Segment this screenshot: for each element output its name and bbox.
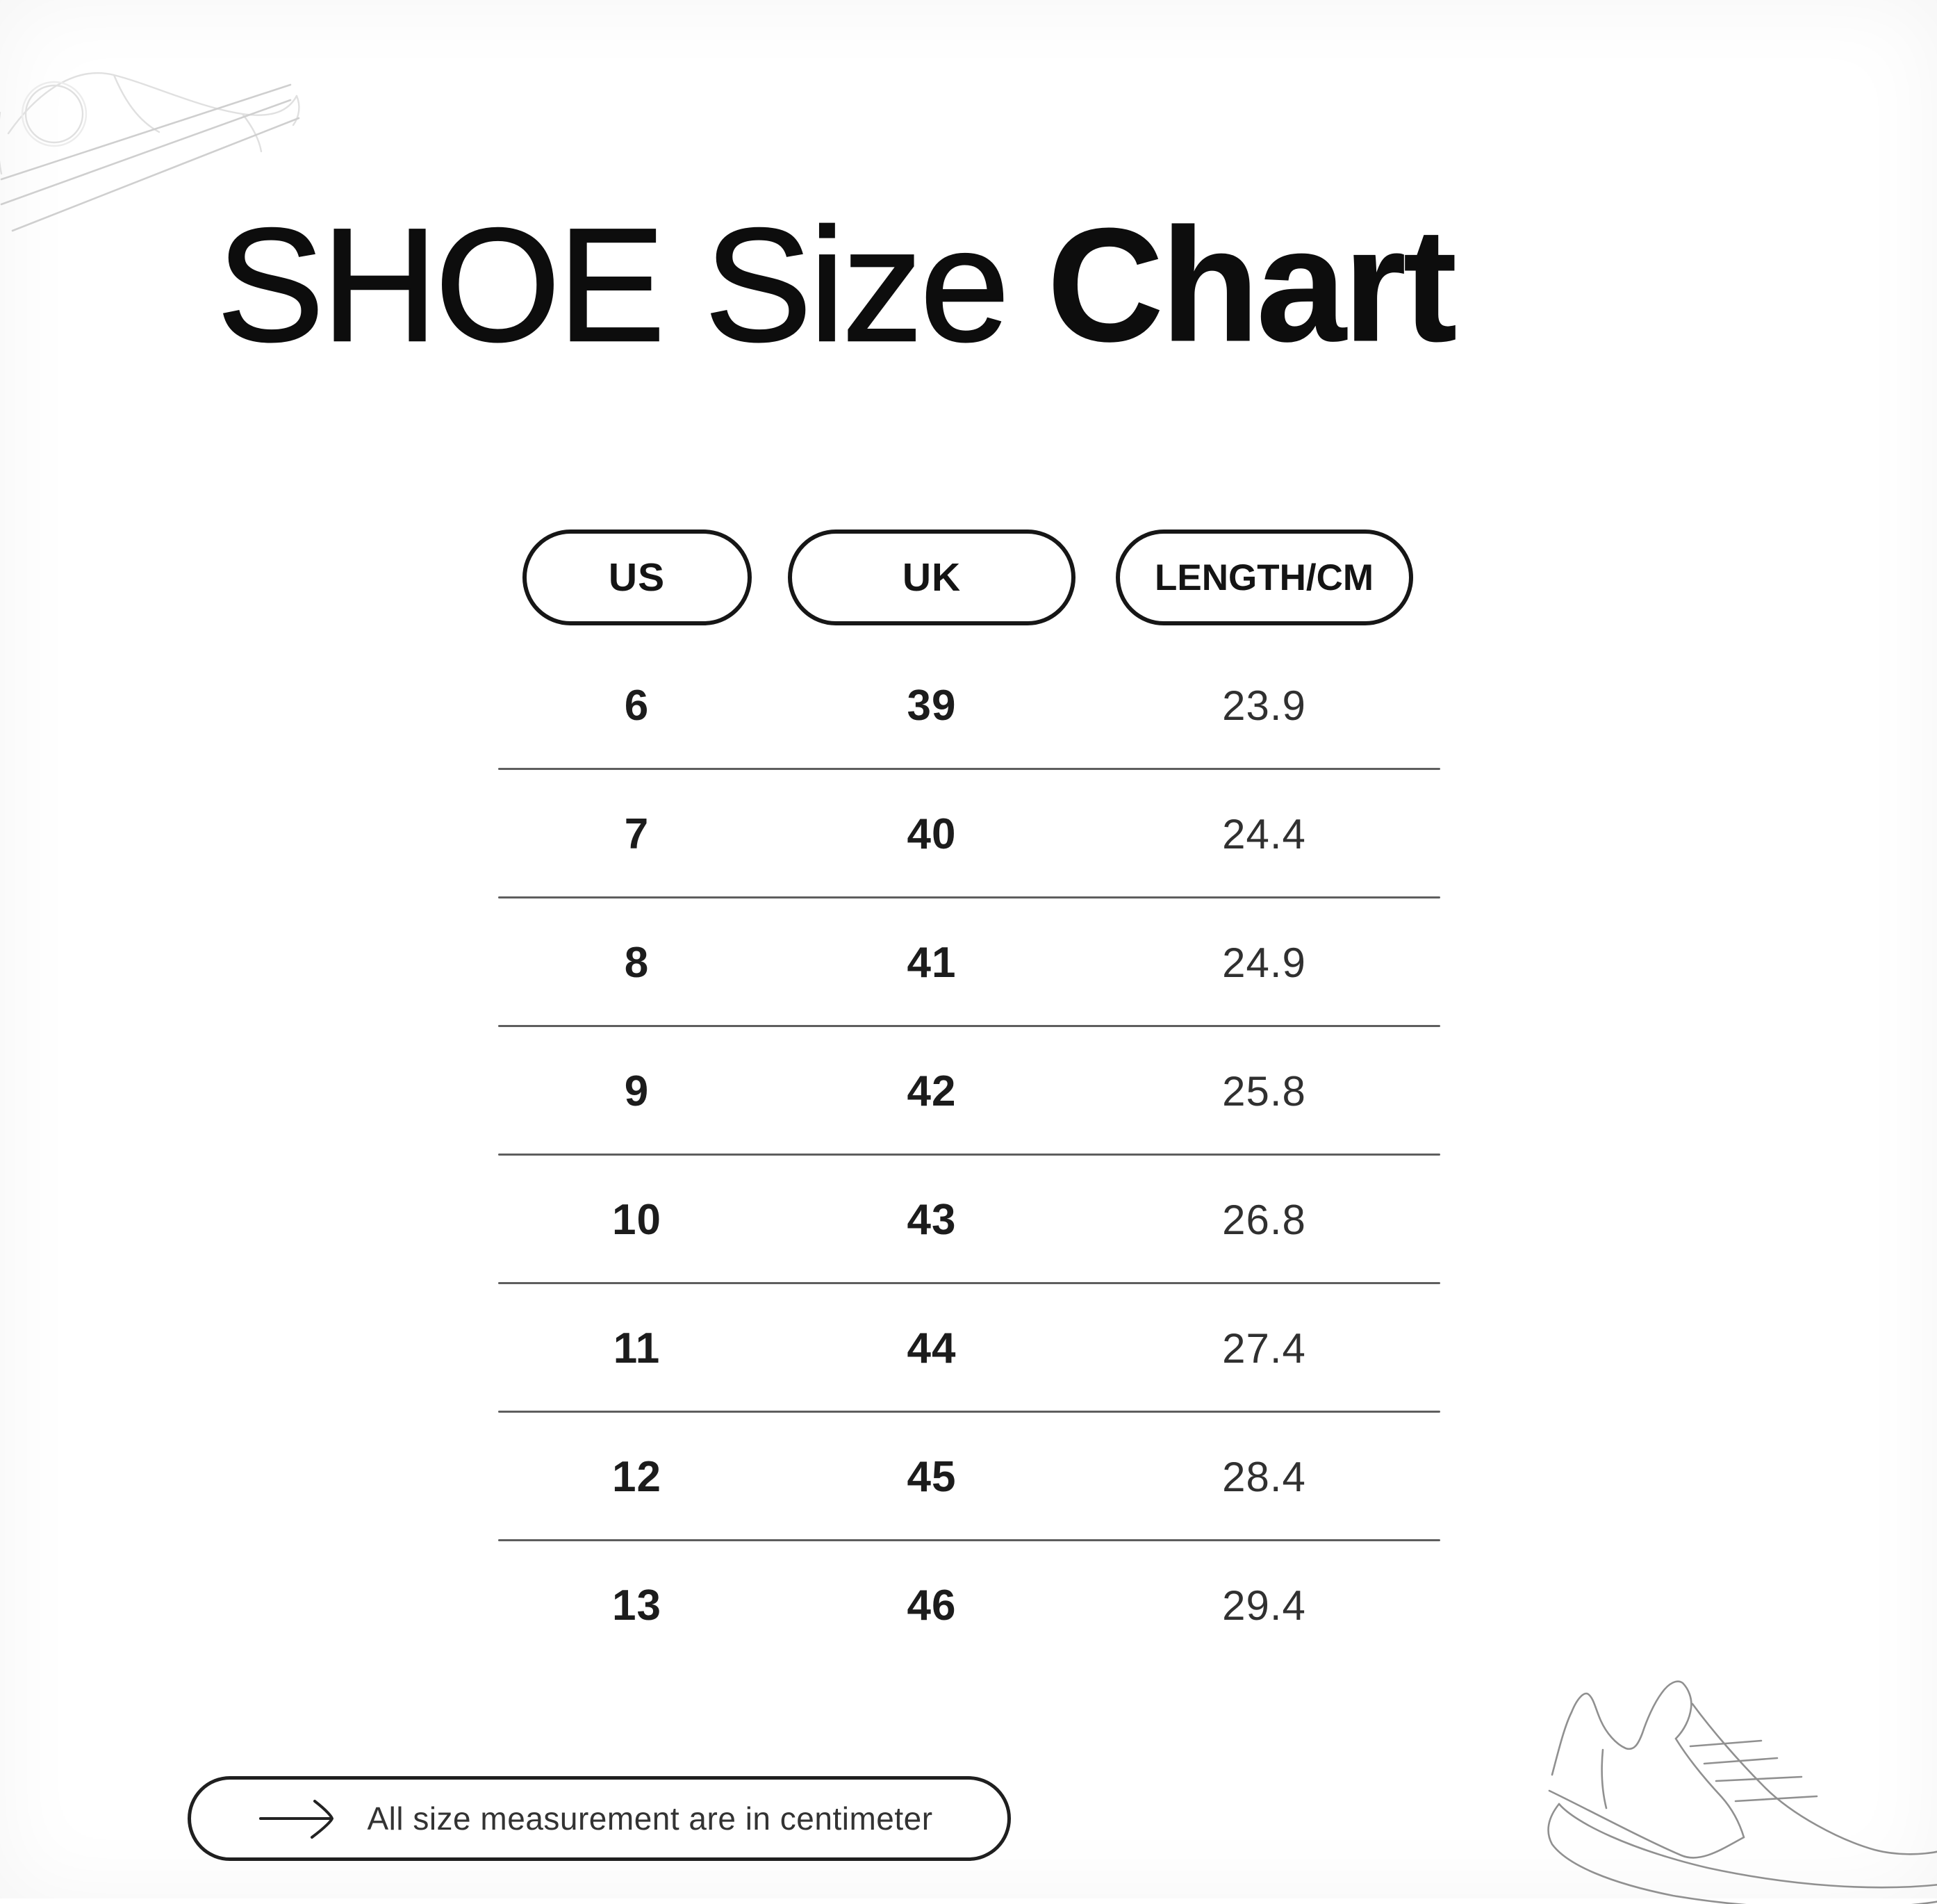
us-size-cell: 10 <box>612 1196 661 1244</box>
uk-size-cell: 39 <box>907 682 957 730</box>
uk-size-cell: 42 <box>907 1067 957 1115</box>
right-arrow-icon <box>259 1800 334 1839</box>
uk-size-cell: 44 <box>907 1324 957 1372</box>
us-size-cell: 8 <box>624 939 650 987</box>
us-size-cell: 13 <box>612 1582 661 1630</box>
table-row: 11 44 27.4 <box>498 1284 1440 1413</box>
table-row: 12 45 28.4 <box>498 1413 1440 1541</box>
table-header-row: US UK LENGTH/CM <box>498 529 1440 626</box>
size-chart-table: US UK LENGTH/CM 6 39 23.9 7 40 24.4 8 41… <box>498 529 1440 1670</box>
column-header-uk: UK <box>788 530 1075 625</box>
faint-sneaker-sketch-icon <box>0 72 300 232</box>
length-cell: 24.9 <box>1222 939 1306 986</box>
uk-size-cell: 43 <box>907 1196 957 1244</box>
us-size-cell: 12 <box>612 1453 661 1501</box>
sneaker-outline-icon <box>1547 1680 1937 1904</box>
note-text: All size measurement are in centimeter <box>367 1800 933 1837</box>
title-bold-part: Chart <box>1047 195 1458 376</box>
column-header-length: LENGTH/CM <box>1115 530 1413 625</box>
length-cell: 26.8 <box>1222 1197 1306 1243</box>
table-row: 6 39 23.9 <box>498 641 1440 770</box>
uk-size-cell: 46 <box>907 1582 957 1630</box>
uk-size-cell: 41 <box>907 939 957 987</box>
table-row: 10 43 26.8 <box>498 1156 1440 1284</box>
table-row: 9 42 25.8 <box>498 1027 1440 1156</box>
length-cell: 24.4 <box>1222 811 1306 857</box>
length-cell: 25.8 <box>1222 1068 1306 1115</box>
us-size-cell: 6 <box>624 682 650 730</box>
us-size-cell: 7 <box>624 810 650 858</box>
length-cell: 27.4 <box>1222 1325 1306 1372</box>
table-body: 6 39 23.9 7 40 24.4 8 41 24.9 9 42 25.8 … <box>498 641 1440 1670</box>
table-row: 13 46 29.4 <box>498 1541 1440 1670</box>
table-row: 8 41 24.9 <box>498 898 1440 1027</box>
uk-size-cell: 40 <box>907 810 957 858</box>
us-size-cell: 11 <box>613 1324 661 1372</box>
length-cell: 28.4 <box>1222 1454 1306 1500</box>
page-title: SHOE Size Chart <box>216 195 1458 376</box>
length-cell: 29.4 <box>1222 1582 1306 1629</box>
column-header-us: US <box>522 530 752 625</box>
us-size-cell: 9 <box>624 1067 650 1115</box>
measurement-note: All size measurement are in centimeter <box>188 1776 1011 1861</box>
title-regular-part: SHOE Size <box>216 195 1011 376</box>
length-cell: 23.9 <box>1222 682 1306 729</box>
uk-size-cell: 45 <box>907 1453 957 1501</box>
table-row: 7 40 24.4 <box>498 770 1440 898</box>
